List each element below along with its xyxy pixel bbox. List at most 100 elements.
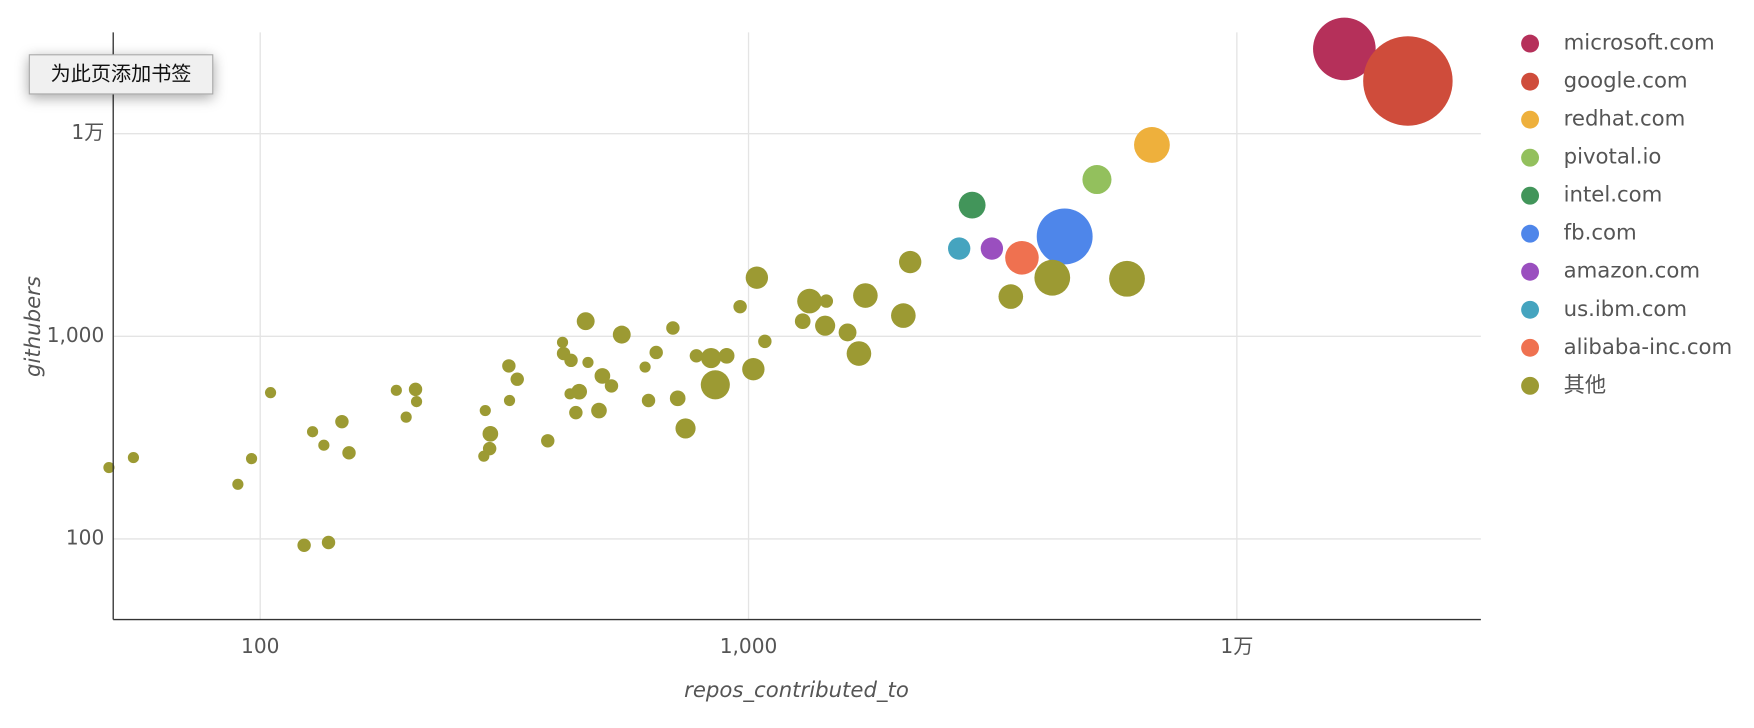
bubble [891,303,916,328]
bubble [641,393,656,408]
bubble [666,321,680,335]
legend-swatch [1521,148,1540,167]
bubble [591,402,607,419]
bubble [675,418,696,439]
legend-label: microsoft.com [1564,31,1715,56]
y-tick-label: 100 [66,525,104,549]
bubble [569,405,583,420]
bubble [819,294,834,308]
legend-label: pivotal.io [1564,145,1662,170]
bubble [742,358,765,381]
bubble [556,336,569,348]
bubble [649,345,663,360]
bubble [594,368,611,384]
bubble [980,237,1004,260]
legend-label: amazon.com [1564,259,1700,284]
bubble [612,325,631,344]
bubble [1082,164,1112,195]
legend-label: redhat.com [1564,107,1686,132]
legend-label: intel.com [1564,183,1663,208]
bubble [571,383,588,400]
bubble [758,334,772,349]
button-bg[interactable] [28,54,214,95]
legend-swatch [1521,338,1540,357]
legend-label: fb.com [1564,221,1637,246]
bubble [669,390,686,407]
bubble [1134,127,1170,163]
bubble [815,315,836,336]
bubble [794,313,811,330]
bubble [718,347,735,364]
bubble [700,370,730,400]
bubble [846,341,872,366]
bubble [745,266,769,289]
bubble [482,426,499,442]
bubble [335,414,349,429]
bubble [1313,17,1376,81]
bubble [1363,36,1453,126]
bubble [582,356,594,369]
bubble [408,382,423,397]
bubble [958,191,986,219]
legend-swatch [1521,376,1540,395]
bubble [503,394,516,407]
legend-swatch [1521,262,1540,281]
legend-swatch [1521,300,1540,319]
bubble [103,461,115,474]
x-tick-label: 1万 [1220,634,1253,658]
bubble [853,283,878,308]
legend-swatch [1521,34,1540,53]
legend-label: alibaba-inc.com [1564,335,1733,360]
legend-swatch [1521,110,1540,129]
bubble [576,312,595,331]
bubble [318,439,330,451]
bubble [604,379,619,393]
bubble [264,387,277,399]
legend-label: us.ibm.com [1564,297,1687,322]
bubble [1036,208,1093,265]
bookmark-button[interactable]: 为此页添加书签 [28,54,214,95]
bubble [564,353,578,368]
bubble [321,535,336,550]
bubble [700,347,722,369]
bubble [482,441,497,456]
y-axis-title: githubers [21,276,46,377]
y-tick-label: 1万 [71,120,104,144]
bubble [899,250,922,274]
bubble [400,411,412,423]
bubble [1005,241,1039,275]
y-tick-label: 1,000 [47,323,105,347]
bubble [998,284,1024,309]
bubble [232,478,244,490]
legend-label: 其他 [1564,373,1606,398]
button-label[interactable]: 为此页添加书签 [51,61,192,85]
bubble [502,359,516,373]
legend-swatch [1521,72,1540,91]
bubble [948,237,971,260]
bubble [479,404,491,417]
bubble [689,349,704,363]
bubble [1109,260,1145,297]
bubble [390,384,402,396]
bubble [342,446,356,460]
bubble [306,426,319,438]
bubble [410,396,423,408]
legend-swatch [1521,224,1540,243]
bubble [541,434,555,448]
x-axis-title: repos_contributed_to [684,678,909,703]
bubble [838,323,857,342]
bubble [797,288,822,314]
bubble [127,451,140,464]
bubble [733,299,747,314]
bubble [510,372,524,386]
legend: microsoft.com google.com redhat.com pivotal… [1521,31,1732,398]
plot-area [103,17,1453,552]
bubble [639,361,651,373]
bubble [245,453,258,465]
x-tick-label: 100 [241,634,279,658]
bubble [1034,259,1071,296]
legend-label: google.com [1564,69,1688,94]
bubble [297,538,311,552]
x-tick-label: 1,000 [720,634,778,658]
